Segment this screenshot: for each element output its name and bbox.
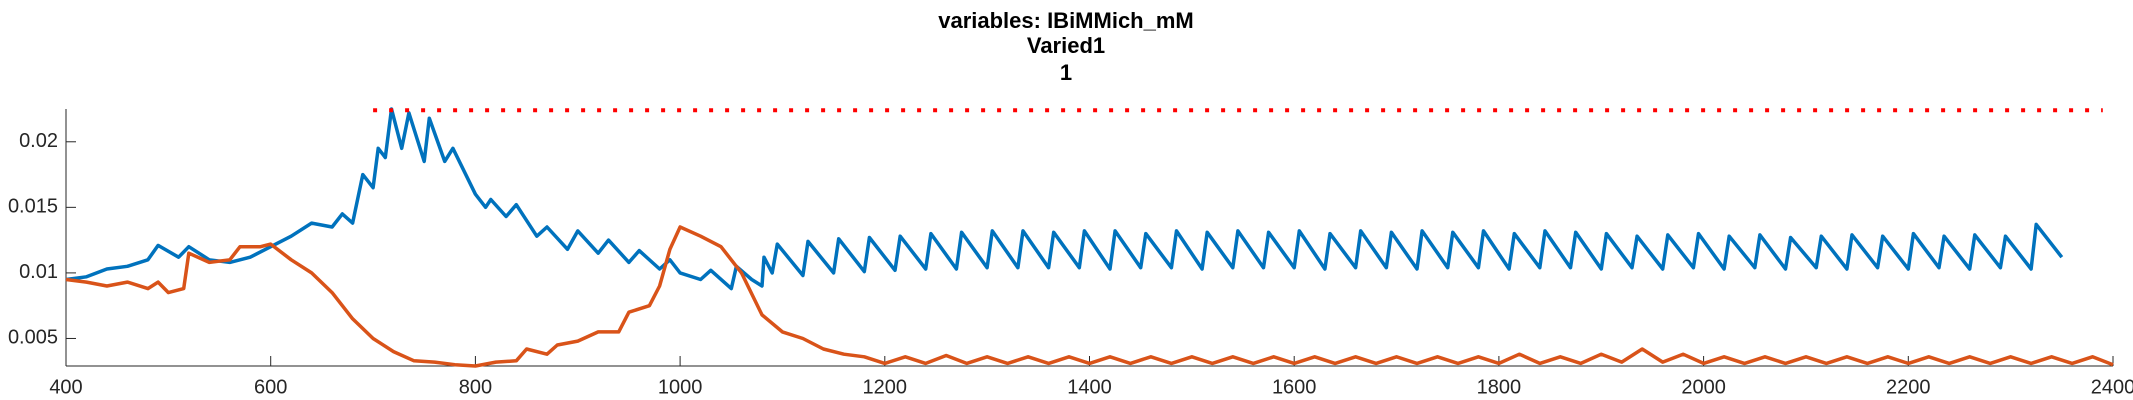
x-tick-label: 1000: [658, 376, 703, 398]
chart-subtitle: 1: [1060, 60, 1072, 85]
x-tick-label: 1200: [863, 376, 908, 398]
x-tick-label: 600: [254, 376, 287, 398]
y-tick-label: 0.01: [19, 261, 58, 283]
series-line: [65, 225, 2114, 368]
x-tick-label: 400: [49, 376, 82, 398]
x-tick-label: 1800: [1477, 376, 1522, 398]
x-tick-label: 2400: [2091, 376, 2133, 398]
chart-title: variables: IBiMMich_mM: [938, 8, 1194, 33]
x-tick-label: 800: [459, 376, 492, 398]
x-tick-label: 2000: [1681, 376, 1726, 398]
x-tick-label: 1400: [1067, 376, 1112, 398]
y-tick-label: 0.005: [8, 327, 58, 349]
series-line: [65, 107, 2064, 291]
x-tick-label: 2200: [1886, 376, 1931, 398]
y-tick-label: 0.015: [8, 196, 58, 218]
chart-subtitle: Varied1: [1027, 33, 1105, 58]
x-tick-label: 1600: [1272, 376, 1317, 398]
y-tick-label: 0.02: [19, 130, 58, 152]
